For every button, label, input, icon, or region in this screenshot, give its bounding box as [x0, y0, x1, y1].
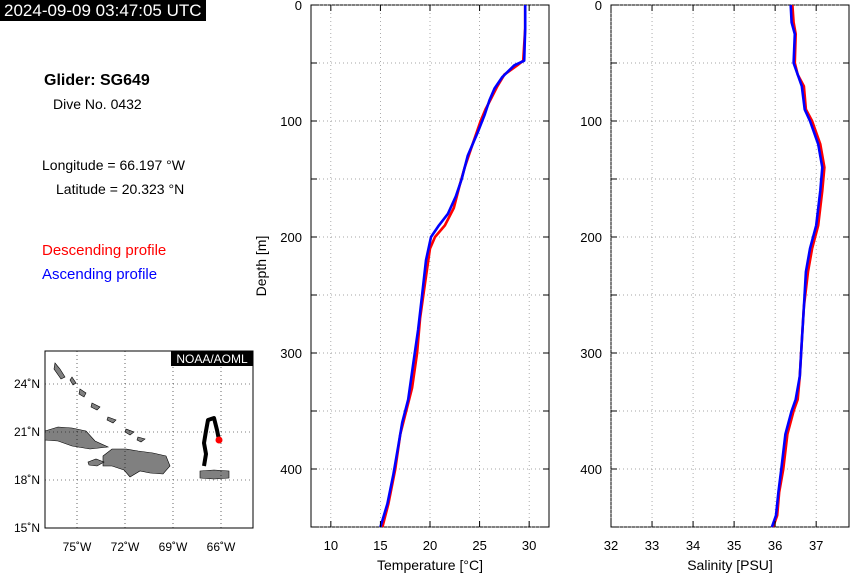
salinity-plot-frame: [610, 4, 850, 528]
noaa-badge-background: [171, 351, 253, 366]
salinity-ytick-label-300: 300: [580, 346, 602, 361]
keys-islands-7: [136, 436, 146, 443]
glider-name: Glider: SG649: [44, 72, 150, 89]
map-lon-tick-69: 69˚W: [159, 540, 188, 554]
salinity-xtick-label-33: 33: [645, 538, 659, 553]
keys-islands-4: [106, 416, 117, 424]
salinity-xtick-label-35: 35: [727, 538, 741, 553]
map-lat-tick-15: 15˚N: [14, 521, 40, 535]
map-lon-tick-72: 72˚W: [111, 540, 140, 554]
glider-track: [202, 416, 221, 467]
keys-islands-6: [69, 376, 77, 386]
map-lat-tick-21: 21˚N: [14, 425, 40, 439]
temperature-xtick-label-20: 20: [423, 538, 437, 553]
salinity-x-axis-label: Salinity [PSU]: [687, 557, 773, 573]
temperature-ytick-label-0: 0: [295, 0, 302, 13]
salinity-ytick-label-400: 400: [580, 462, 602, 477]
depth-y-axis-label: Depth [m]: [253, 236, 269, 297]
hispaniola-landmass: [102, 448, 171, 478]
salinity-chart: 32 33 34 35 36 37 0 100 200 300 400 Salinity [PSU]: [580, 0, 850, 573]
keys-islands-2: [78, 388, 87, 398]
jamaica-landmass: [87, 458, 105, 467]
dive-number: Dive No. 0432: [53, 96, 142, 112]
legend-descending: Descending profile: [42, 242, 167, 259]
inset-map: NOAA/AOML 24˚N 21˚N 18˚N 15˚N 75˚W 72˚W …: [14, 350, 254, 554]
noaa-badge: NOAA/AOML: [176, 352, 248, 366]
land-masses: [44, 362, 230, 480]
map-lat-tick-24: 24˚N: [14, 377, 40, 391]
glider-position-marker: [215, 436, 223, 444]
temperature-ytick-label-400: 400: [280, 462, 302, 477]
map-lon-tick-66: 66˚W: [207, 540, 236, 554]
salinity-ytick-label-100: 100: [580, 114, 602, 129]
puerto-rico-landmass: [199, 469, 230, 480]
salinity-ytick-label-200: 200: [580, 230, 602, 245]
temperature-series-descending: [381, 5, 527, 528]
temperature-series-ascending: [379, 5, 527, 528]
salinity-xtick-label-32: 32: [604, 538, 618, 553]
keys-islands-3: [90, 402, 101, 411]
map-lon-tick-75: 75˚W: [63, 540, 92, 554]
salinity-xtick-label-37: 37: [809, 538, 823, 553]
timestamp-label: 2024-09-09 03:47:05 UTC: [0, 0, 206, 21]
legend-ascending: Ascending profile: [42, 266, 158, 283]
map-lat-tick-18: 18˚N: [14, 473, 40, 487]
temperature-x-axis-label: Temperature [°C]: [377, 557, 483, 573]
salinity-series-ascending: [770, 4, 824, 528]
salinity-series-descending: [771, 4, 826, 528]
temperature-xtick-label-10: 10: [324, 538, 338, 553]
temperature-xtick-label-30: 30: [522, 538, 536, 553]
temperature-ytick-label-300: 300: [280, 346, 302, 361]
cuba-landmass: [44, 426, 110, 450]
temperature-ytick-label-200: 200: [280, 230, 302, 245]
salinity-ytick-label-0: 0: [595, 0, 602, 13]
temperature-xtick-label-25: 25: [472, 538, 486, 553]
salinity-xtick-label-34: 34: [686, 538, 700, 553]
temperature-xtick-label-15: 15: [373, 538, 387, 553]
temperature-ytick-label-100: 100: [280, 114, 302, 129]
longitude-readout: Longitude = 66.197 °W: [42, 157, 185, 173]
salinity-xtick-label-36: 36: [768, 538, 782, 553]
keys-islands-1: [53, 362, 66, 380]
latitude-readout: Latitude = 20.323 °N: [56, 181, 185, 197]
